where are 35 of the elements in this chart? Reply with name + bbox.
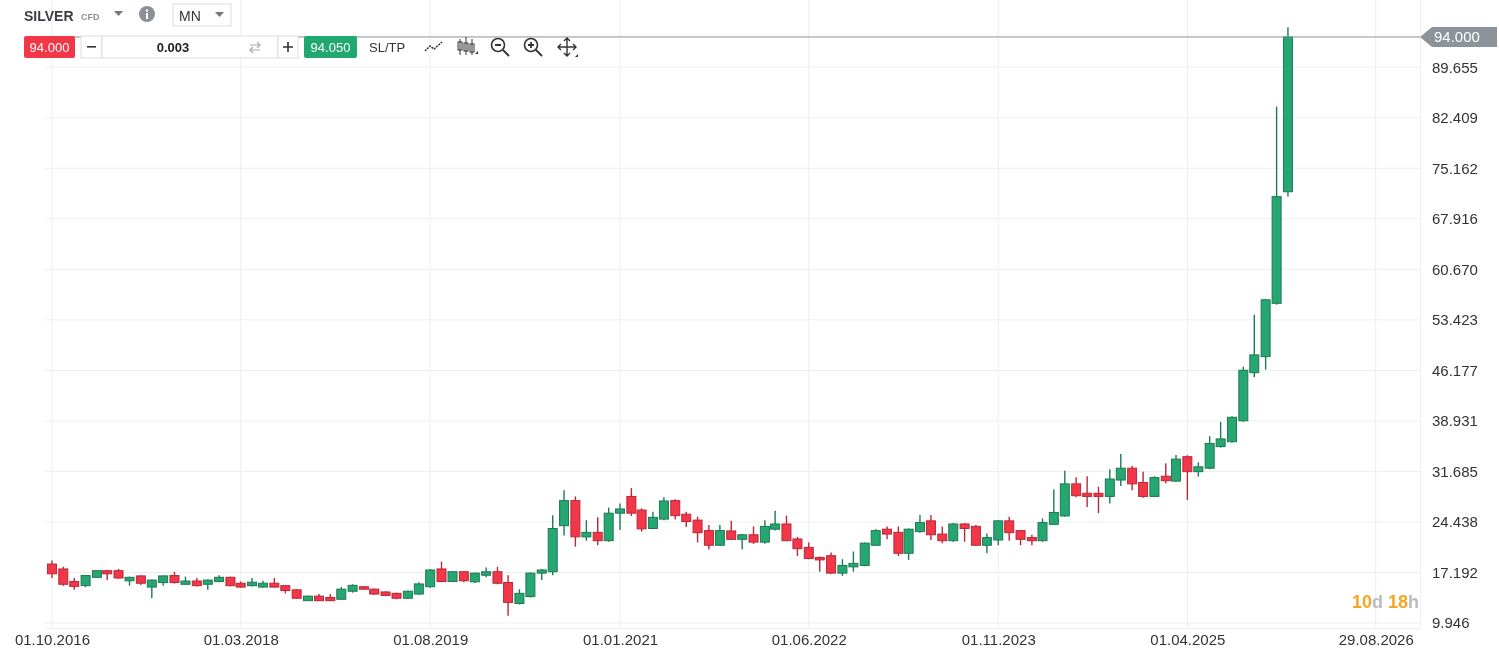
x-tick-label: 01.08.2019 — [393, 630, 469, 648]
annotation: SL/TP — [369, 40, 406, 55]
ref-line-label: 94.000 — [1434, 28, 1480, 46]
candlestick — [714, 524, 725, 547]
annotation: 0.003 — [156, 40, 190, 55]
candlestick — [1160, 462, 1171, 484]
y-tick-label: 38.931 — [1432, 412, 1478, 430]
candlestick — [581, 519, 592, 542]
x-tick-label: 29.08.2026 — [1338, 630, 1414, 648]
y-tick-label: 67.916 — [1432, 210, 1478, 228]
y-tick-label: 9.946 — [1432, 614, 1470, 632]
y-tick-label: 46.177 — [1432, 361, 1478, 379]
candlestick — [592, 516, 603, 546]
annotation: MN — [179, 8, 201, 24]
text: SILVER — [24, 8, 74, 24]
x-tick-label: 01.10.2016 — [14, 630, 90, 648]
annotation: 94.000 — [29, 40, 70, 55]
x-tick-label: 01.04.2025 — [1150, 630, 1226, 648]
y-tick-label: 17.192 — [1432, 563, 1478, 581]
y-tick-label: 60.670 — [1432, 260, 1478, 278]
y-tick-label: 24.438 — [1432, 513, 1478, 531]
y-tick-label: 53.423 — [1432, 311, 1478, 329]
y-tick-label: 89.655 — [1432, 58, 1478, 76]
candlestick — [1171, 454, 1182, 483]
annotation: 94.050 — [310, 40, 351, 55]
x-tick-label: 01.11.2023 — [961, 630, 1036, 648]
y-tick-label: 31.685 — [1432, 462, 1478, 480]
x-tick-label: 01.01.2021 — [582, 630, 659, 648]
annotation: 10d 18h — [1351, 592, 1419, 612]
y-tick-label: 82.409 — [1432, 109, 1478, 127]
y-tick-label: 75.162 — [1432, 159, 1478, 177]
text: CFD — [81, 12, 100, 22]
candlestick — [1182, 454, 1193, 501]
x-tick-label: 01.06.2022 — [771, 630, 847, 648]
x-tick-label: 01.03.2018 — [203, 630, 279, 648]
